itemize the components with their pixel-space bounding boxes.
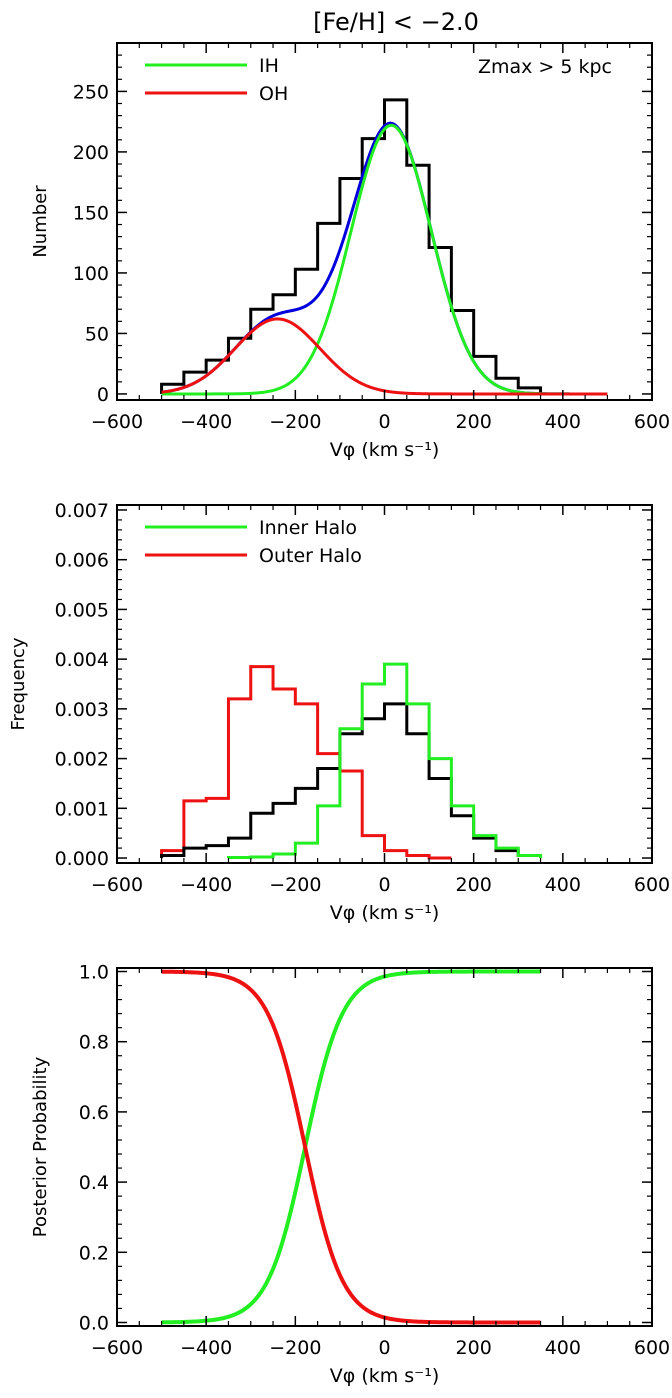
y-tick-label: 0.006 [55,550,109,572]
histogram-all [160,702,543,859]
annotation: Zmax > 5 kpc [478,56,612,78]
x-axis-label: Vφ (km s⁻¹) [330,902,440,924]
x-axis-label: Vφ (km s⁻¹) [330,439,440,461]
y-tick-label: 250 [73,81,109,103]
plot-area [160,98,608,396]
x-tick-label: 0 [378,411,390,433]
y-tick-label: 0.000 [55,848,109,870]
x-tick-label: −600 [91,411,143,433]
y-tick-label: 0.001 [55,798,109,820]
y-tick-label: 150 [73,202,109,224]
x-tick-label: −200 [269,874,321,896]
curve-logistic_down [161,969,541,1325]
x-tick-label: −400 [180,874,232,896]
y-tick-label: 0.0 [79,1312,109,1334]
plot-area [161,969,541,1325]
legend-label: OH [259,83,288,105]
y-tick-label: 0.002 [55,749,109,771]
x-tick-label: 600 [634,1337,670,1359]
curve-logistic_up [161,969,541,1325]
x-tick-label: 200 [456,874,492,896]
panel-top: −600 −400 −200 0 200 400 600 0 50 100 150 200 250 Vφ … [30,42,670,461]
x-tick-label: 200 [456,1337,492,1359]
y-tick-label: 0.8 [79,1032,109,1054]
plot-frame [116,967,653,1327]
y-tick-label: 200 [73,142,109,164]
y-tick-label: 0 [97,384,109,406]
x-axis-label: Vφ (km s⁻¹) [330,1365,440,1387]
x-tick-label: −600 [91,874,143,896]
x-tick-label: 0 [378,874,390,896]
plot-area [160,662,543,860]
x-tick-label: 600 [634,874,670,896]
panels: −600 −400 −200 0 200 400 600 0 50 100 150 200 250 Vφ … [8,42,670,1387]
x-tick-label: −200 [269,1337,321,1359]
legend-label: Outer Halo [259,545,362,567]
figure-title: [Fe/H] < −2.0 [313,8,479,36]
legend-label: IH [259,55,279,77]
x-tick-label: 600 [634,411,670,433]
plot-frame [116,504,653,864]
y-tick-label: 0.2 [79,1242,109,1264]
y-tick-label: 100 [73,263,109,285]
x-tick-label: 400 [545,411,581,433]
y-tick-label: 0.6 [79,1102,109,1124]
x-tick-label: 400 [545,1337,581,1359]
y-tick-label: 0.005 [55,599,109,621]
y-axis-label: Number [30,185,51,258]
y-tick-label: 0.4 [79,1172,109,1194]
legend-label: Inner Halo [259,517,357,539]
y-axis-label: Frequency [8,637,29,730]
y-tick-label: 1.0 [79,962,109,984]
curve-oh [161,317,608,396]
histogram-bars [160,98,543,394]
y-axis-label: Posterior Probability [30,1056,51,1237]
plot-frame [116,42,653,401]
x-tick-label: 200 [456,411,492,433]
x-tick-label: 0 [378,1337,390,1359]
y-tick-label: 0.003 [55,699,109,721]
y-tick-label: 50 [85,323,109,345]
histogram-inner-halo [226,662,543,860]
y-tick-label: 0.004 [55,649,109,671]
panel-middle: −600 −400 −200 0 200 400 600 0.000 0.001 0.002 0.0… [8,500,670,924]
y-tick-label: 0.007 [55,500,109,522]
x-tick-label: −600 [91,1337,143,1359]
x-tick-label: −200 [269,411,321,433]
histogram-outer-halo [160,665,452,860]
x-tick-label: 400 [545,874,581,896]
curve-sum [161,121,608,396]
panel-bottom: −600 −400 −200 0 200 400 600 0.0 0.2 0.4 0.6 0.8 1.0… [30,962,670,1387]
x-tick-label: −400 [180,1337,232,1359]
x-tick-label: −400 [180,411,232,433]
